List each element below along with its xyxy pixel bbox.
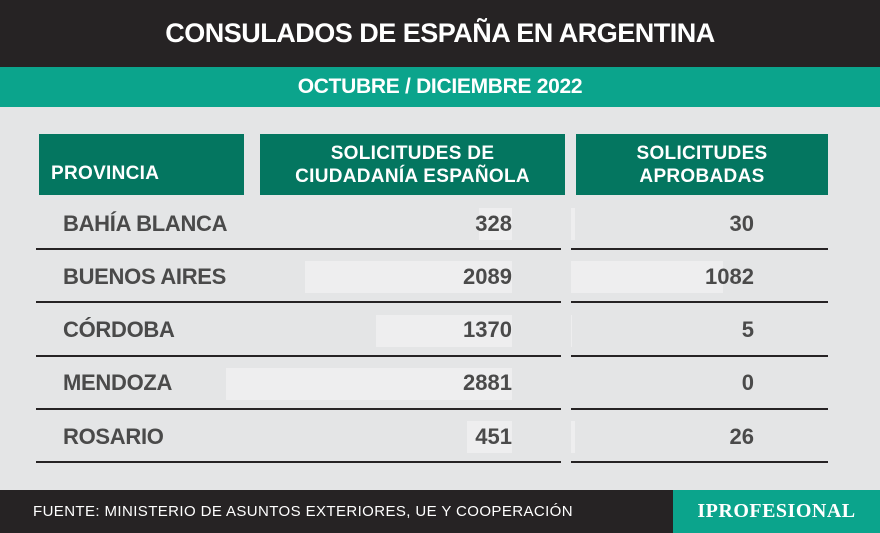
- provincia-cell: MENDOZA: [63, 370, 173, 396]
- solicitudes-bar: [479, 208, 512, 240]
- provincia-cell: BUENOS AIRES: [63, 263, 227, 289]
- footer-source: FUENTE: MINISTERIO DE ASUNTOS EXTERIORES…: [33, 503, 573, 520]
- subtitle-bar: OCTUBRE / DICIEMBRE 2022: [0, 67, 880, 107]
- row-divider: [36, 354, 561, 357]
- row-divider: [36, 461, 561, 464]
- header-provincia-label: PROVINCIA: [51, 163, 160, 184]
- row-divider: [36, 301, 561, 304]
- header-aprobadas-line2: APROBADAS: [639, 165, 765, 187]
- solicitudes-value: 1370: [463, 317, 512, 343]
- row-divider: [571, 407, 828, 410]
- table-row: BAHÍA BLANCA 328 30: [0, 197, 880, 250]
- aprobadas-bar: [571, 421, 575, 454]
- chart-subtitle: OCTUBRE / DICIEMBRE 2022: [297, 75, 583, 98]
- brand-logo: IPROFESIONAL: [673, 490, 880, 533]
- aprobadas-value: 26: [729, 423, 754, 449]
- header-solicitudes-line2: CIUDADANÍA ESPAÑOLA: [295, 165, 530, 187]
- table-row: ROSARIO 451 26: [0, 410, 880, 464]
- title-bar: CONSULADOS DE ESPAÑA EN ARGENTINA: [0, 0, 880, 67]
- row-divider: [571, 248, 828, 250]
- solicitudes-bar: [226, 367, 512, 400]
- solicitudes-bar: [375, 314, 512, 347]
- row-divider: [36, 248, 561, 250]
- aprobadas-value: 30: [729, 210, 754, 236]
- solicitudes-bar: [304, 261, 512, 294]
- aprobadas-value: 0: [741, 370, 754, 396]
- table-row: BUENOS AIRES 2089 1082: [0, 250, 880, 304]
- header-aprobadas-line1: SOLICITUDES: [636, 142, 768, 164]
- table-row: MENDOZA 2881 0: [0, 357, 880, 410]
- provincia-cell: ROSARIO: [63, 423, 164, 449]
- solicitudes-value: 2881: [463, 370, 512, 396]
- solicitudes-value: 328: [475, 210, 512, 236]
- row-divider: [571, 354, 828, 357]
- aprobadas-bar: [571, 261, 723, 294]
- table-row: CÓRDOBA 1370 5: [0, 304, 880, 357]
- row-divider: [571, 301, 828, 304]
- solicitudes-value: 2089: [463, 263, 512, 289]
- row-divider: [36, 407, 561, 410]
- solicitudes-value: 451: [475, 423, 512, 449]
- aprobadas-bar: [571, 208, 576, 240]
- header-aprobadas: SOLICITUDES APROBADAS: [576, 134, 828, 195]
- row-divider: [571, 461, 828, 464]
- header-provincia: PROVINCIA: [39, 134, 244, 195]
- solicitudes-bar: [467, 421, 512, 454]
- provincia-cell: CÓRDOBA: [63, 317, 175, 343]
- provincia-cell: BAHÍA BLANCA: [63, 210, 228, 236]
- header-solicitudes: SOLICITUDES DE CIUDADANÍA ESPAÑOLA: [260, 134, 565, 195]
- aprobadas-value: 5: [741, 317, 754, 343]
- aprobadas-value: 1082: [705, 263, 754, 289]
- chart-title: CONSULADOS DE ESPAÑA EN ARGENTINA: [165, 18, 715, 48]
- header-solicitudes-line1: SOLICITUDES DE: [330, 142, 495, 164]
- aprobadas-bar: [571, 314, 572, 347]
